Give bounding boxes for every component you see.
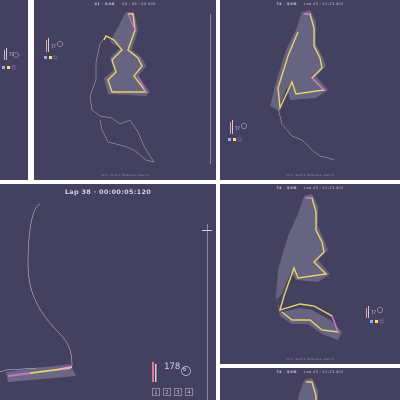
- track-map: [0, 203, 76, 382]
- gear-indicator-icon: [241, 123, 247, 129]
- hud-speed: 77: [371, 310, 376, 315]
- lap-label: 74 · 3/08: [276, 370, 297, 374]
- telemetry-panel-1: 77: [0, 0, 28, 180]
- panel-title: 74 · 3/08 Lap 43 · 01:23.405: [220, 2, 400, 6]
- brake-zone-2: [59, 366, 73, 370]
- track-surface: [276, 194, 342, 340]
- racing-line: [306, 381, 317, 400]
- panel-title: 41 · 3/08 00 : 00 : 00.000: [34, 2, 216, 6]
- hud-bars: 77: [2, 48, 19, 70]
- telemetry-panel-3: 74 · 3/08 Lap 43 · 01:23.405 77 Turn 4 ·…: [220, 0, 400, 180]
- panel-footer: Turn 4 · Sector 2 · Brake Zone · Apex 2.…: [285, 174, 335, 177]
- hud-bars: [152, 362, 191, 382]
- hud-speed: 77: [9, 52, 14, 57]
- gear-indicator-icon: [377, 307, 383, 313]
- time-label: 00 : 00 : 00.000: [122, 2, 156, 6]
- brake-zone-2: [137, 75, 147, 93]
- lap-outline: [89, 35, 155, 163]
- lap-label: 74 · 3/08: [276, 186, 297, 190]
- track-map: 77: [228, 10, 335, 161]
- time-label: Lap 43 · 01:23.405: [304, 370, 344, 374]
- track-map: 77: [44, 12, 155, 163]
- gear-indicator-icon: [57, 41, 63, 47]
- time-label: Lap 43 · 01:23.405: [304, 2, 344, 6]
- panel-title: 74 · 3/08 Lap 43 · 01:23.405: [220, 186, 400, 190]
- panel-title: 74 · 3/08 Lap 43 · 01:23.405: [220, 370, 400, 374]
- control-button-4[interactable]: 4: [185, 388, 193, 396]
- brake-zone-1: [127, 13, 136, 31]
- panel-footer: Turn 4 · Sector 2 · Brake Zone · Apex 2.…: [100, 174, 150, 177]
- control-button-1[interactable]: 1: [152, 388, 160, 396]
- telemetry-panel-5: 74 · 3/08 Lap 43 · 01:23.405 77 Turn 4 ·…: [220, 184, 400, 364]
- time-label: Lap 43 · 01:23.405: [304, 186, 344, 190]
- speed-readout: 178: [164, 362, 181, 372]
- scroll-thumb[interactable]: [202, 230, 212, 231]
- panel-title: Lap 38 · 00:00:05:120: [64, 188, 152, 196]
- track-map: [298, 378, 318, 400]
- lap-label: 41 · 3/08: [94, 2, 115, 6]
- telemetry-panel-4: Lap 38 · 00:00:05:120 178 6 1 2 3 4: [0, 184, 216, 400]
- brake-zone-2: [331, 315, 339, 333]
- hud-speed-2: 77: [51, 44, 56, 49]
- telemetry-panel-2: 41 · 3/08 00 : 00 : 00.000 77 Turn 4 · S…: [34, 0, 216, 180]
- control-button-3[interactable]: 3: [174, 388, 182, 396]
- brake-zone-2: [311, 77, 325, 91]
- gear-indicator-icon: [181, 366, 191, 376]
- control-button-2[interactable]: 2: [163, 388, 171, 396]
- track-map: 77: [276, 194, 384, 340]
- panel-footer: Turn 4 · Sector 2 · Brake Zone · Apex 2.…: [285, 358, 335, 361]
- lap-outline: [0, 203, 73, 373]
- scrollbar[interactable]: [207, 224, 208, 400]
- hud-speed: 77: [235, 126, 240, 131]
- brake-zone-1: [7, 372, 31, 377]
- lap-outline: [277, 107, 335, 161]
- scrollbar[interactable]: [210, 14, 211, 164]
- track-surface: [298, 378, 318, 400]
- track-surface: [6, 364, 76, 382]
- racing-line: [103, 13, 148, 93]
- track-surface: [104, 12, 150, 96]
- racing-line: [278, 197, 340, 333]
- gear-readout: 6: [183, 366, 187, 373]
- lap-label: 74 · 3/08: [276, 2, 297, 6]
- telemetry-panel-6: 74 · 3/08 Lap 43 · 01:23.405: [220, 368, 400, 400]
